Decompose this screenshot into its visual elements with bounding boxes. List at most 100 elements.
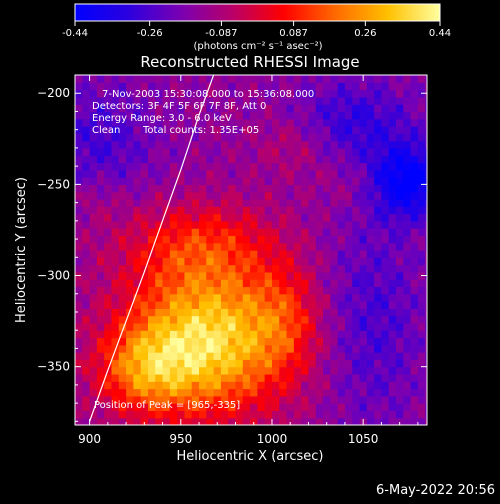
heatmap-cell: [82, 257, 91, 266]
heatmap-cell: [191, 410, 200, 419]
heatmap-cell: [410, 133, 419, 142]
heatmap-cell: [140, 155, 149, 164]
heatmap-cell: [228, 162, 237, 171]
heatmap-cell: [359, 403, 368, 412]
heatmap-cell: [228, 155, 237, 164]
heatmap-cell: [323, 126, 331, 134]
heatmap-cell: [403, 322, 412, 331]
heatmap-cell: [199, 126, 207, 134]
heatmap-cell: [191, 322, 200, 331]
heatmap-cell: [75, 198, 83, 207]
heatmap-cell: [425, 235, 427, 244]
heatmap-cell: [206, 410, 215, 419]
heatmap-cell: [82, 366, 91, 375]
heatmap-cell: [403, 206, 412, 215]
heatmap-cell: [169, 213, 178, 222]
heatmap-cell: [410, 403, 419, 412]
heatmap-cell: [235, 417, 244, 425]
heatmap-cell: [220, 242, 229, 251]
heatmap-cell: [250, 359, 258, 368]
heatmap-cell: [359, 82, 368, 91]
heatmap-cell: [133, 177, 142, 185]
heatmap-cell: [279, 410, 288, 419]
heatmap-cell: [89, 89, 98, 98]
heatmap-cell: [126, 250, 134, 258]
heatmap-cell: [293, 403, 302, 412]
heatmap-cell: [228, 337, 237, 346]
heatmap-cell: [257, 373, 266, 382]
heatmap-cell: [417, 126, 426, 134]
heatmap-cell: [271, 184, 280, 193]
heatmap-cell: [374, 250, 383, 258]
heatmap-cell: [293, 359, 302, 368]
heatmap-cell: [140, 271, 149, 280]
heatmap-cell: [177, 337, 186, 346]
heatmap-cell: [111, 381, 120, 390]
annotation-counts: Total counts: 1.35E+05: [142, 125, 259, 136]
heatmap-cell: [250, 162, 258, 171]
heatmap-cell: [82, 403, 91, 412]
heatmap-cell: [366, 206, 375, 215]
heatmap-cell: [264, 403, 273, 412]
heatmap-cell: [330, 162, 339, 171]
heatmap-cell: [177, 373, 186, 382]
heatmap-cell: [425, 250, 427, 258]
heatmap-cell: [388, 147, 397, 156]
heatmap-cell: [177, 410, 186, 419]
heatmap-cell: [133, 82, 142, 91]
heatmap-cell: [395, 147, 404, 156]
heatmap-cell: [169, 191, 178, 200]
heatmap-cell: [191, 403, 200, 412]
heatmap-cell: [126, 147, 134, 156]
heatmap-cell: [169, 417, 178, 425]
heatmap-cell: [366, 169, 375, 178]
heatmap-cell: [301, 242, 310, 251]
heatmap-cell: [118, 126, 127, 134]
heatmap-cell: [250, 147, 258, 156]
heatmap-cell: [315, 169, 324, 178]
heatmap-cell: [417, 279, 426, 288]
heatmap-cell: [403, 366, 412, 375]
heatmap-cell: [388, 417, 397, 425]
heatmap-cell: [410, 206, 419, 215]
heatmap-cell: [250, 82, 258, 91]
heatmap-cell: [308, 213, 317, 222]
heatmap-cell: [395, 177, 404, 185]
heatmap-cell: [410, 242, 419, 251]
heatmap-cell: [104, 388, 113, 397]
heatmap-cell: [417, 140, 426, 149]
heatmap-cell: [155, 228, 164, 237]
heatmap-cell: [359, 264, 368, 273]
heatmap-cell: [89, 169, 98, 178]
heatmap-cell: [133, 140, 142, 149]
heatmap-cell: [381, 373, 390, 382]
heatmap-cell: [147, 242, 156, 251]
heatmap-cell: [352, 111, 361, 120]
heatmap-cell: [403, 213, 412, 222]
heatmap-cell: [184, 126, 193, 134]
heatmap-cell: [199, 279, 207, 288]
heatmap-cell: [213, 271, 222, 280]
heatmap-cell: [191, 235, 200, 244]
heatmap-cell: [352, 250, 361, 258]
heatmap-cell: [293, 104, 302, 113]
heatmap-cell: [169, 133, 178, 142]
heatmap-cell: [147, 410, 156, 419]
heatmap-cell: [133, 250, 142, 258]
heatmap-cell: [199, 366, 207, 375]
heatmap-cell: [126, 228, 134, 237]
heatmap-cell: [417, 198, 426, 207]
heatmap-cell: [323, 395, 331, 404]
heatmap-cell: [301, 271, 310, 280]
heatmap-cell: [323, 140, 331, 149]
heatmap-cell: [425, 388, 427, 397]
heatmap-cell: [257, 133, 266, 142]
heatmap-cell: [213, 126, 222, 134]
heatmap-cell: [286, 250, 295, 258]
heatmap-cell: [220, 257, 229, 266]
heatmap-cell: [89, 250, 98, 258]
heatmap-cell: [104, 220, 113, 229]
heatmap-cell: [330, 133, 339, 142]
heatmap-cell: [323, 184, 331, 193]
heatmap-cell: [133, 155, 142, 164]
